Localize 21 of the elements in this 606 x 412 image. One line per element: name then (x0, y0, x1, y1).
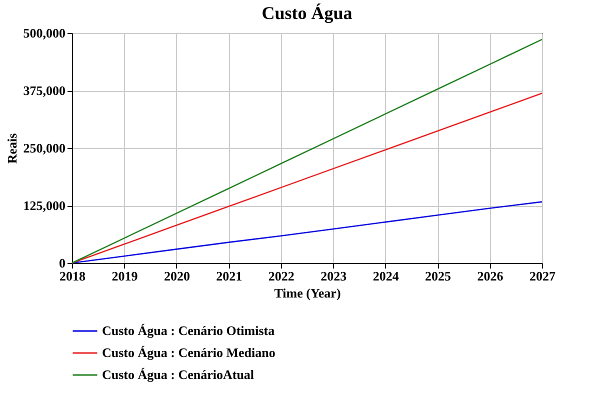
y-axis-title: Reais (4, 133, 20, 164)
y-tick-label: 375,000 (23, 83, 66, 98)
x-axis-title: Time (Year) (274, 286, 341, 300)
x-tick-label: 2022 (268, 268, 294, 284)
x-tick-label: 2018 (60, 268, 86, 284)
y-tick-label: 250,000 (23, 140, 66, 156)
y-tick-label: 500,000 (23, 26, 66, 40)
chart-title: Custo Água (262, 3, 352, 23)
x-tick-label: 2024 (372, 268, 400, 284)
legend-label: Custo Água : Cenário Otimista (102, 323, 276, 338)
legend-label: Custo Água : CenárioAtual (102, 367, 254, 382)
y-tick-label: 125,000 (23, 198, 66, 213)
x-tick-label: 2025 (425, 268, 452, 284)
x-tick-label: 2021 (216, 268, 242, 284)
x-tick-label: 2020 (164, 268, 190, 284)
legend-label: Custo Água : Cenário Mediano (102, 345, 276, 360)
y-tick-label: 0 (59, 256, 66, 270)
x-tick-label: 2023 (320, 268, 348, 284)
x-tick-label: 2027 (530, 268, 556, 284)
x-tick-label: 2026 (477, 268, 504, 284)
x-tick-label: 2019 (112, 268, 138, 284)
